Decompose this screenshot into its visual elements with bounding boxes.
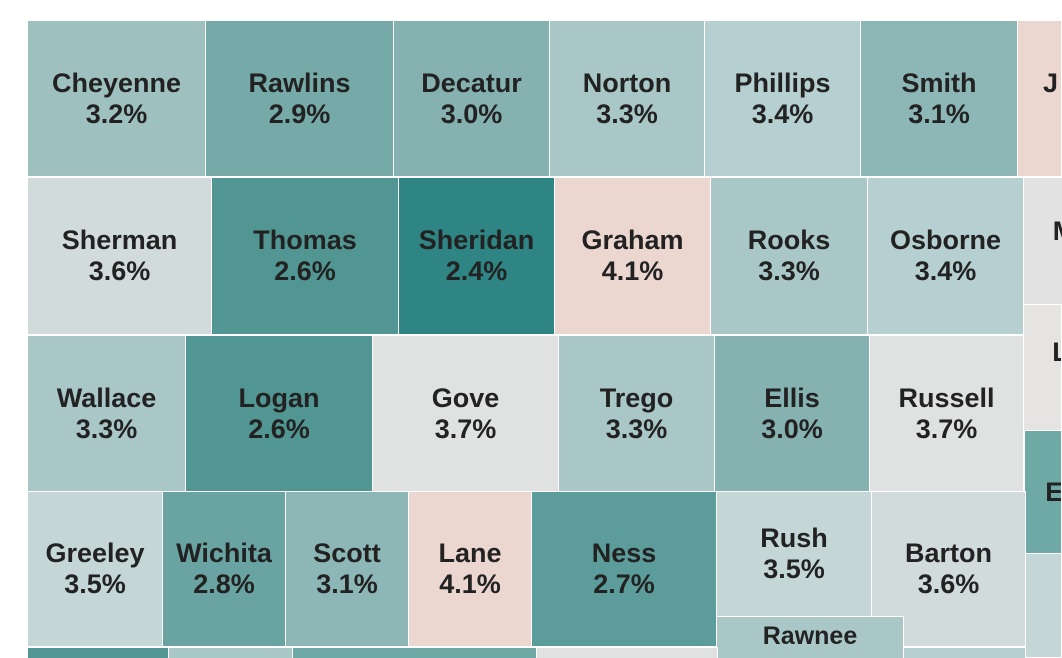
county-name-partial: J (1042, 68, 1059, 98)
county-name: Rush (760, 523, 828, 553)
county-value: 4.1% (439, 569, 501, 599)
county-partial-bottom-3[interactable] (292, 647, 537, 658)
county-value: 3.4% (914, 256, 977, 286)
county-name: Sheridan (418, 225, 535, 255)
county-value: 2.4% (445, 256, 508, 286)
county-greeley[interactable]: Greeley 3.5% (27, 491, 163, 647)
county-value: 3.6% (88, 256, 151, 286)
county-name: Ness (591, 538, 657, 568)
county-ness[interactable]: Ness 2.7% (531, 491, 717, 647)
county-partial-j[interactable]: J (1017, 20, 1062, 177)
county-partial-east[interactable] (1025, 553, 1062, 658)
county-partial-el[interactable]: El (1024, 430, 1062, 554)
county-value: 3.5% (64, 569, 126, 599)
county-sheridan[interactable]: Sheridan 2.4% (398, 177, 555, 335)
county-thomas[interactable]: Thomas 2.6% (211, 177, 399, 335)
county-osborne[interactable]: Osborne 3.4% (867, 177, 1024, 335)
county-norton[interactable]: Norton 3.3% (549, 20, 705, 177)
county-graham[interactable]: Graham 4.1% (554, 177, 711, 335)
county-ellis[interactable]: Ellis 3.0% (714, 335, 870, 492)
county-partial-bottom-4[interactable] (536, 647, 718, 658)
county-trego[interactable]: Trego 3.3% (558, 335, 715, 492)
county-name: Graham (581, 225, 684, 255)
county-rush[interactable]: Rush 3.5% (716, 491, 872, 617)
county-wallace[interactable]: Wallace 3.3% (27, 335, 186, 492)
county-name: Norton (582, 67, 672, 98)
county-name-partial: L (1052, 337, 1061, 368)
county-name: Rawlins (248, 67, 351, 98)
county-value: 3.2% (85, 98, 148, 129)
county-value: 4.1% (601, 256, 664, 286)
county-partial-bottom-5[interactable] (903, 647, 1026, 658)
county-name: Wichita (176, 538, 272, 568)
county-name: Greeley (45, 538, 145, 568)
county-name: Rooks (747, 225, 831, 255)
county-partial-bottom-2[interactable] (168, 647, 293, 658)
county-value: 3.3% (605, 413, 668, 444)
county-decatur[interactable]: Decatur 3.0% (393, 20, 550, 177)
county-value: 3.6% (917, 569, 980, 599)
county-smith[interactable]: Smith 3.1% (860, 20, 1018, 177)
county-partial-m[interactable]: M (1023, 177, 1062, 305)
county-partial-l[interactable]: L (1023, 304, 1062, 431)
county-value: 2.9% (268, 98, 331, 129)
county-value: 3.3% (75, 413, 138, 444)
county-name: Lane (438, 538, 502, 568)
county-rawlins[interactable]: Rawlins 2.9% (205, 20, 394, 177)
county-name: Cheyenne (51, 67, 182, 98)
county-value: 3.4% (751, 98, 814, 129)
county-logan[interactable]: Logan 2.6% (185, 335, 373, 492)
county-name: Rawnee (762, 622, 858, 650)
county-name: Smith (901, 67, 977, 98)
county-name: Ellis (764, 382, 820, 413)
county-name: Thomas (253, 225, 357, 255)
county-name: Gove (431, 382, 500, 413)
county-name-partial: El (1045, 476, 1062, 507)
county-name: Wallace (56, 382, 157, 413)
county-value: 2.6% (248, 413, 310, 444)
county-name: Decatur (421, 67, 522, 98)
county-wichita[interactable]: Wichita 2.8% (162, 491, 286, 647)
county-value: 3.3% (758, 256, 820, 286)
county-name: Barton (905, 538, 992, 568)
county-name: Phillips (734, 67, 831, 98)
county-name: Osborne (889, 225, 1002, 255)
county-value: 2.8% (193, 569, 255, 599)
county-name: Scott (313, 538, 381, 568)
county-value: 3.7% (915, 413, 978, 444)
county-name: Sherman (61, 225, 178, 255)
county-partial-bottom-1[interactable] (27, 647, 169, 658)
county-value: 3.7% (434, 413, 497, 444)
county-scott[interactable]: Scott 3.1% (285, 491, 409, 647)
county-sherman[interactable]: Sherman 3.6% (27, 177, 212, 335)
county-russell[interactable]: Russell 3.7% (869, 335, 1024, 492)
county-phillips[interactable]: Phillips 3.4% (704, 20, 861, 177)
county-rawnee[interactable]: Rawnee (716, 616, 904, 658)
county-cheyenne[interactable]: Cheyenne 3.2% (27, 20, 206, 177)
county-name: Russell (898, 382, 995, 413)
county-rooks[interactable]: Rooks 3.3% (710, 177, 868, 335)
county-value: 3.1% (908, 98, 970, 129)
county-lane[interactable]: Lane 4.1% (408, 491, 532, 647)
county-name-partial: M (1053, 216, 1062, 247)
county-gove[interactable]: Gove 3.7% (372, 335, 559, 492)
county-value: 3.0% (761, 413, 823, 444)
county-value: 2.6% (274, 256, 336, 286)
county-name: Logan (238, 382, 320, 413)
county-value: 3.5% (763, 554, 825, 584)
county-value: 3.0% (440, 98, 503, 129)
county-value: 3.3% (596, 98, 658, 129)
county-name: Trego (599, 382, 674, 413)
county-value: 3.1% (316, 569, 378, 599)
county-value: 2.7% (593, 569, 655, 599)
